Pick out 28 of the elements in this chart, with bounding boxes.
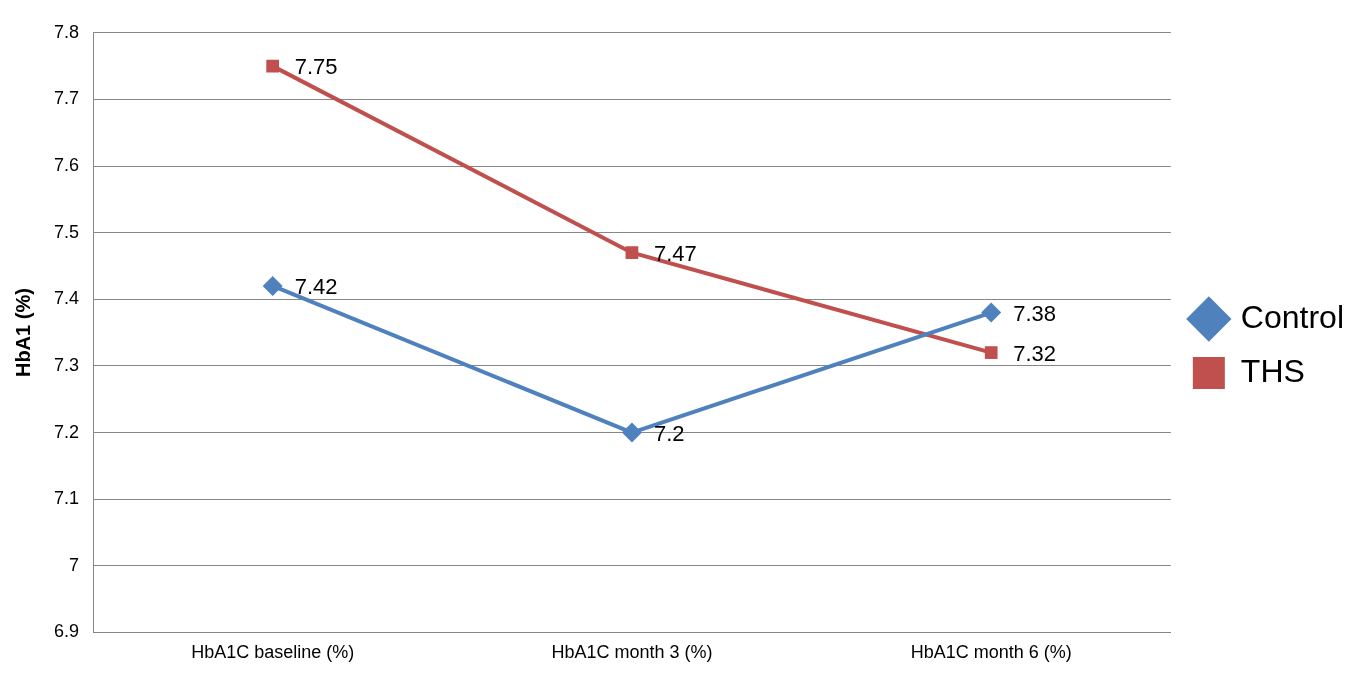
data-label: 7.47 <box>653 240 697 266</box>
point <box>984 346 998 359</box>
point <box>981 302 1002 323</box>
legend-label: THS <box>1240 352 1305 389</box>
y-tick-label: 6.9 <box>53 621 80 642</box>
y-tick-label: 7.1 <box>53 488 80 509</box>
y-tick-label: 7.6 <box>53 155 80 176</box>
x-tick-label: HbA1C month 3 (%) <box>551 642 713 663</box>
point <box>625 246 639 260</box>
data-label: 7.2 <box>653 420 685 446</box>
y-tick-label: 7.8 <box>53 21 80 42</box>
point <box>621 422 642 443</box>
legend-label: Control <box>1240 298 1344 335</box>
y-tick-label: 7.5 <box>53 221 80 242</box>
y-tick-label: 7.4 <box>53 288 80 309</box>
x-tick-label: HbA1C month 6 (%) <box>910 642 1072 663</box>
x-tick-label: HbA1C baseline (%) <box>191 642 355 663</box>
point <box>262 275 283 296</box>
data-label: 7.38 <box>1013 300 1057 326</box>
data-label: 7.75 <box>294 54 338 80</box>
y-tick-label: 7.7 <box>53 88 80 109</box>
y-tick-label: 7 <box>69 554 80 575</box>
y-axis-title: HbA1 (%) <box>11 288 34 378</box>
data-label: 7.32 <box>1013 340 1057 366</box>
y-tick-label: 7.3 <box>53 354 80 375</box>
point <box>266 59 280 73</box>
y-tick-label: 7.2 <box>53 421 80 442</box>
data-label: 7.42 <box>294 274 338 300</box>
